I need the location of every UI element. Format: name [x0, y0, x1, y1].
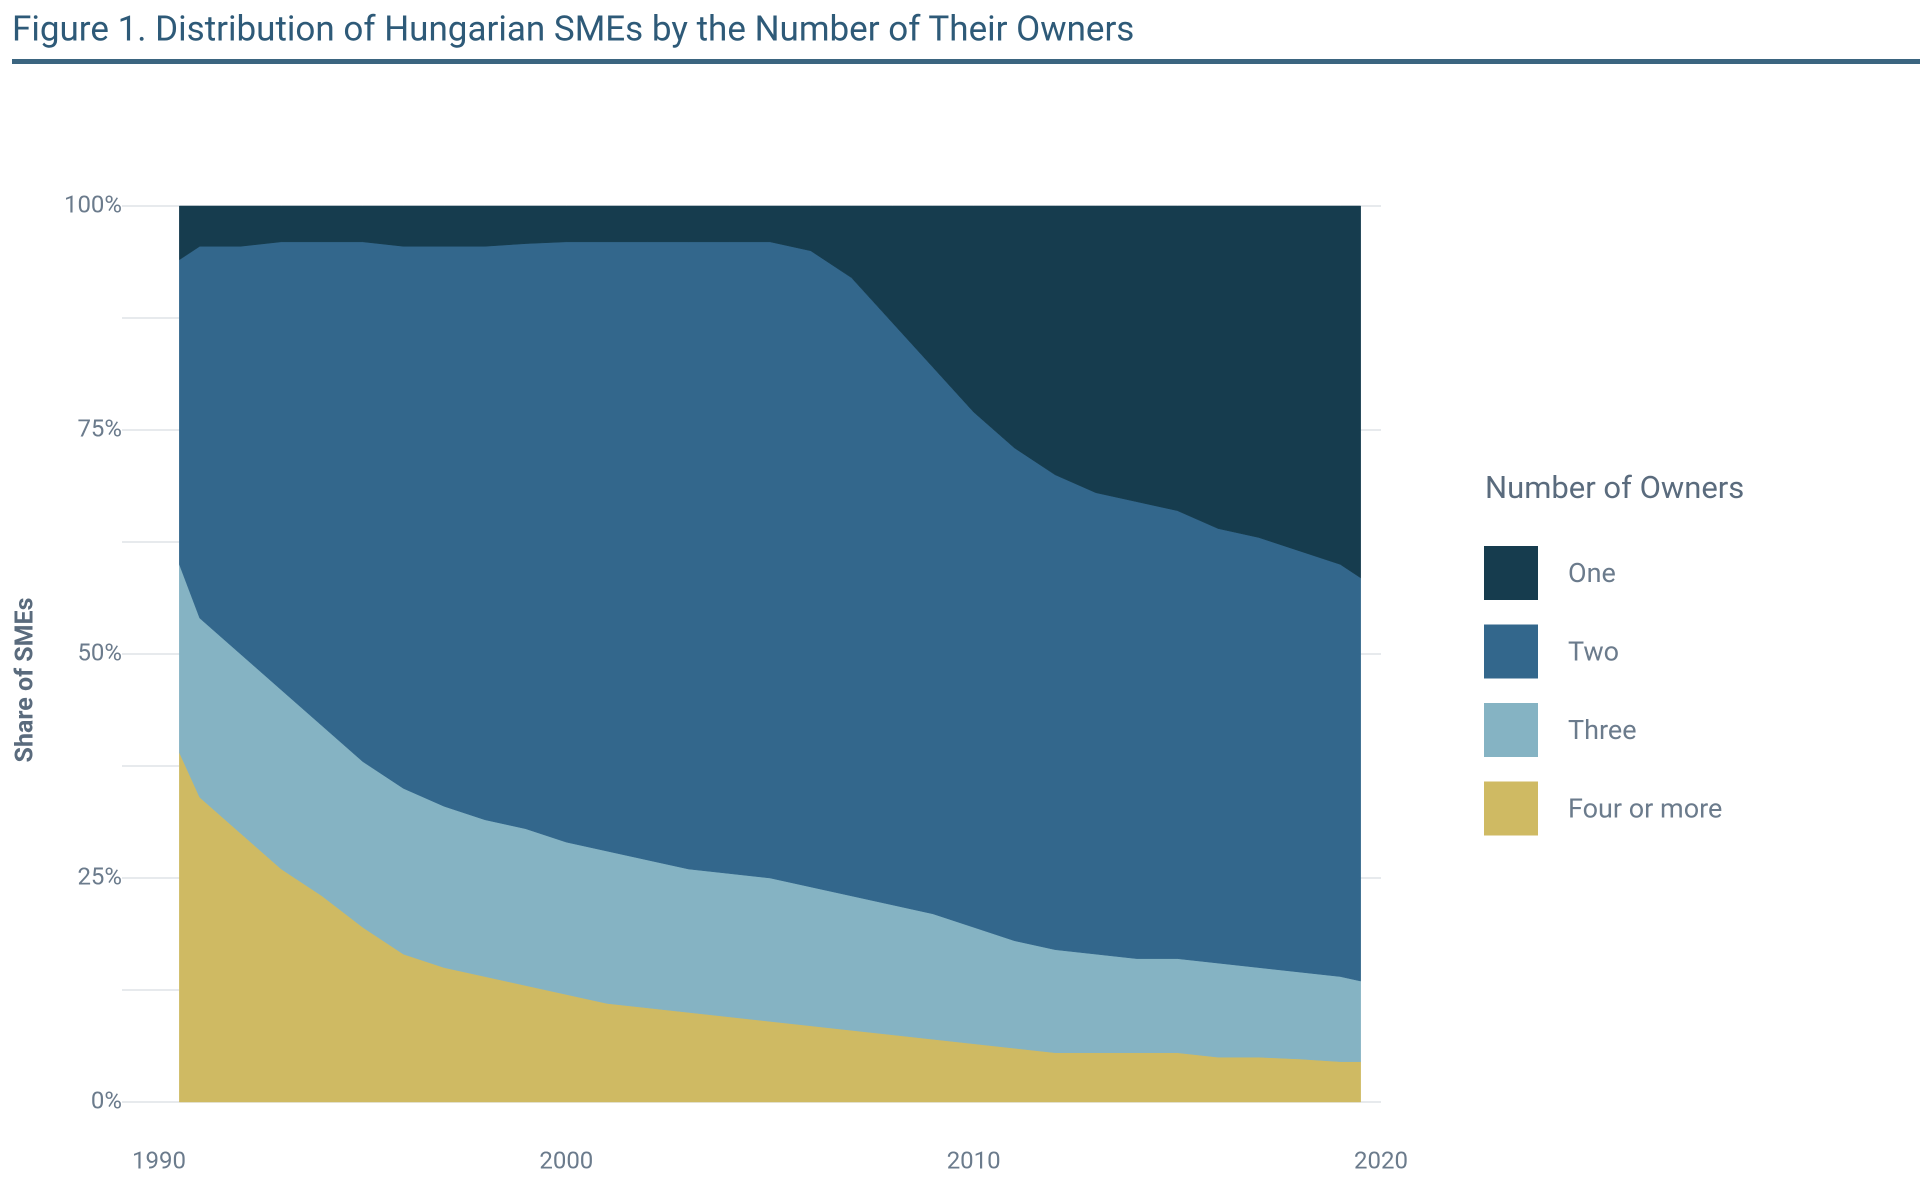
y-tick-label: 100%: [64, 190, 122, 218]
legend-label: One: [1568, 557, 1616, 589]
legend-swatch: [1484, 703, 1538, 757]
y-tick-label: 75%: [77, 414, 122, 442]
legend-swatch: [1484, 546, 1538, 600]
y-tick-label: 50%: [77, 638, 122, 666]
y-axis-label: Share of SMEs: [11, 598, 40, 763]
legend-swatch: [1484, 624, 1538, 679]
x-tick-label: 2010: [947, 1146, 1001, 1174]
legend-title: Number of Owners: [1485, 469, 1744, 506]
chart-title: Figure 1. Distribution of Hungarian SMEs…: [12, 8, 1134, 49]
x-tick-label: 1990: [132, 1146, 186, 1174]
area: [179, 205, 1361, 579]
legend-label: Three: [1568, 714, 1637, 746]
legend-label: Two: [1568, 636, 1619, 668]
x-tick-label: 2000: [539, 1146, 593, 1174]
y-tick-label: 0%: [91, 1086, 122, 1114]
title-rule: [12, 59, 1920, 64]
legend-swatch: [1484, 781, 1538, 836]
x-tick-label: 2020: [1354, 1146, 1408, 1174]
legend-label: Four or more: [1568, 793, 1722, 825]
y-tick-label: 25%: [77, 862, 122, 890]
